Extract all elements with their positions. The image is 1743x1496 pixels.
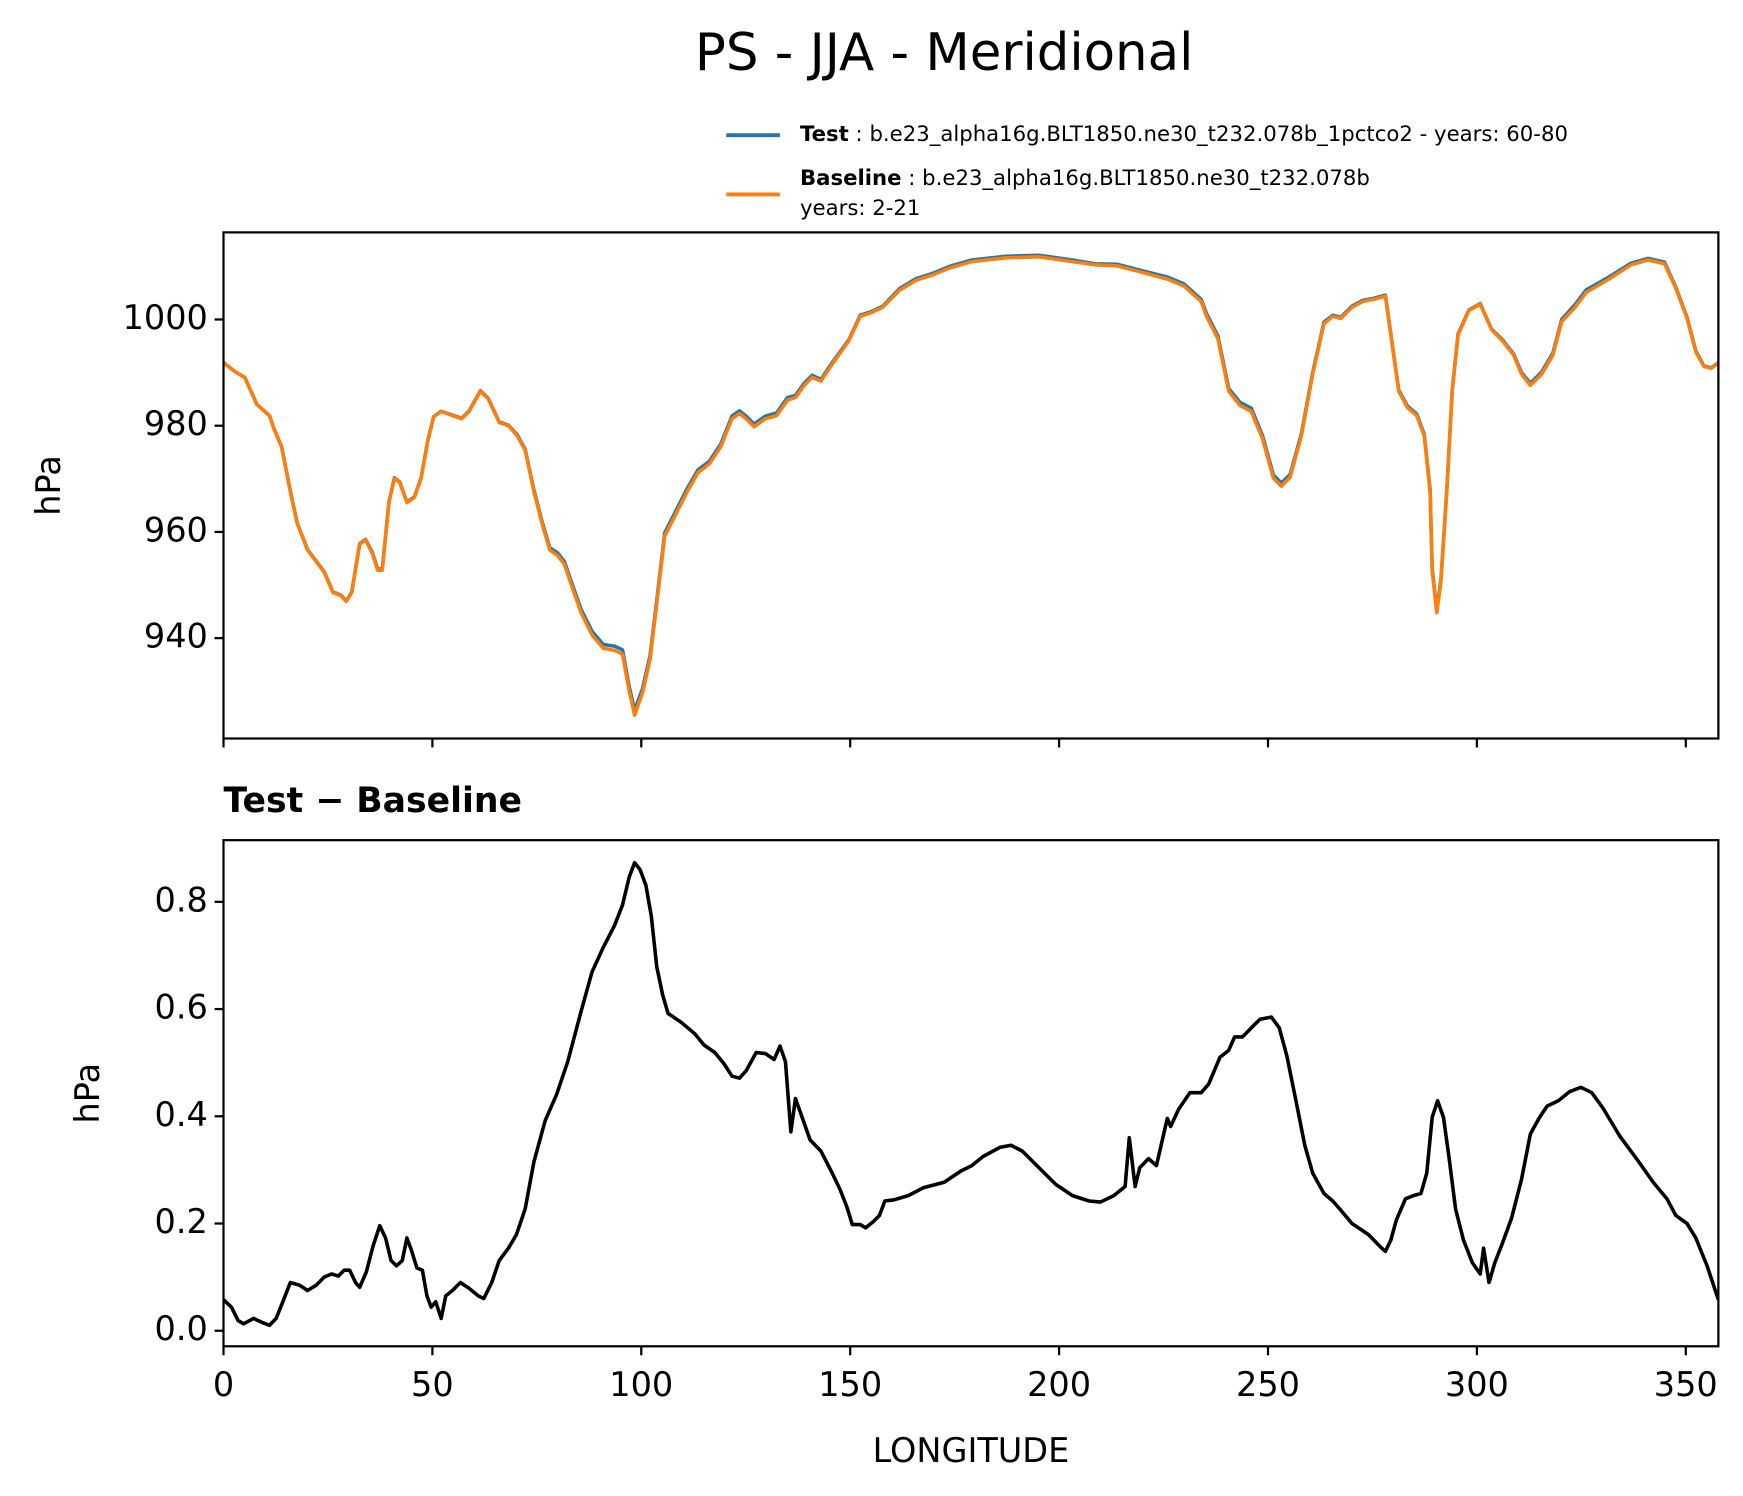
x-tick-label: 300: [1445, 1365, 1509, 1404]
data-line: [223, 860, 1719, 1328]
legend-description: : b.e23_alpha16g.BLT1850.ne30_t232.078b_…: [849, 122, 1568, 147]
y-axis-label: hPa: [68, 1063, 107, 1123]
y-tick-label: 960: [144, 510, 208, 549]
legend-entry: Baseline : b.e23_alpha16g.BLT1850.ne30_t…: [800, 166, 1370, 191]
plot-area: [223, 860, 1719, 1328]
subplot-title: Test − Baseline: [223, 781, 522, 821]
x-tick-label: 200: [1027, 1365, 1091, 1404]
y-tick-label: 940: [144, 617, 208, 656]
y-tick-label: 0.6: [155, 988, 208, 1027]
x-tick-label: 50: [411, 1365, 454, 1404]
x-axis-label: LONGITUDE: [873, 1431, 1070, 1470]
x-tick-label: 0: [213, 1365, 234, 1404]
y-axis-label: hPa: [29, 455, 68, 515]
data-line: [223, 253, 1719, 713]
axes-frame: [222, 839, 1720, 1348]
y-tick-label: 0.0: [155, 1309, 208, 1348]
legend-name: Test: [800, 122, 849, 147]
y-tick-label: 0.4: [155, 1095, 208, 1134]
legend-description: years: 2-21: [800, 196, 920, 221]
chart-title: PS - JJA - Meridional: [695, 23, 1194, 83]
x-tick-label: 350: [1654, 1365, 1718, 1404]
y-tick-label: 0.8: [155, 880, 208, 919]
axes-frame: [222, 231, 1720, 740]
data-line: [223, 255, 1719, 717]
plot-area: [223, 253, 1719, 717]
x-tick-label: 100: [609, 1365, 673, 1404]
x-tick-label: 150: [818, 1365, 882, 1404]
y-tick-label: 1000: [123, 298, 208, 337]
legend-name: Baseline: [800, 166, 902, 191]
legend-description: : b.e23_alpha16g.BLT1850.ne30_t232.078b: [902, 166, 1370, 191]
legend-entry: Test : b.e23_alpha16g.BLT1850.ne30_t232.…: [800, 122, 1568, 147]
y-tick-label: 0.2: [155, 1202, 208, 1241]
y-tick-label: 980: [144, 404, 208, 443]
x-tick-label: 250: [1236, 1365, 1300, 1404]
